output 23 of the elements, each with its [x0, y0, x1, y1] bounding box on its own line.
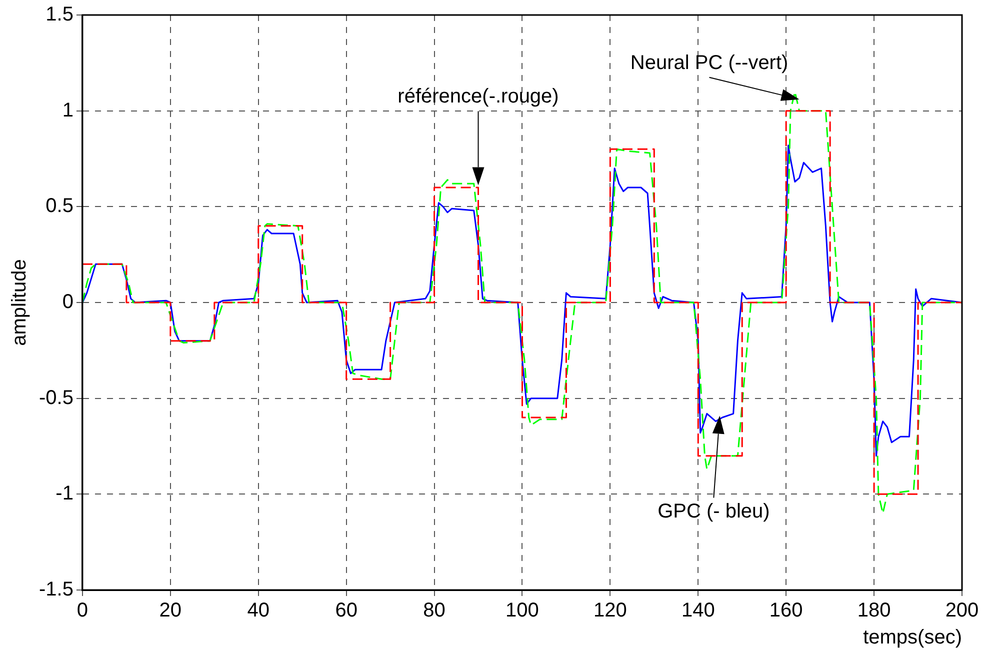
x-tick-label: 60: [335, 600, 358, 622]
x-tick-label: 80: [423, 600, 446, 622]
x-tick-label: 20: [159, 600, 182, 622]
annotation: Neural PC (--vert): [630, 52, 788, 74]
x-tick-label: 120: [594, 600, 627, 622]
x-axis-title: temps(sec): [863, 626, 962, 649]
annotation: référence(-.rouge): [398, 86, 559, 108]
y-tick-label: -0.5: [38, 386, 74, 409]
y-tick-label: 1: [62, 99, 74, 122]
x-tick-label: 160: [769, 600, 803, 622]
annotation: GPC (- bleu): [658, 500, 770, 522]
y-tick-label: -1.5: [38, 578, 74, 601]
y-tick-label: 1.5: [46, 4, 74, 26]
x-tick-label: 100: [506, 600, 539, 622]
y-tick-label: -1: [56, 482, 74, 505]
x-tick-label: 40: [247, 600, 270, 622]
x-tick-label: 0: [76, 600, 88, 622]
y-tick-label: 0.5: [46, 195, 74, 218]
y-axis-title: amplitude: [8, 259, 31, 346]
x-tick-label: 140: [681, 600, 715, 622]
x-tick-label: 200: [945, 600, 979, 622]
y-tick-label: 0: [62, 291, 74, 314]
x-tick-label: 180: [857, 600, 891, 622]
